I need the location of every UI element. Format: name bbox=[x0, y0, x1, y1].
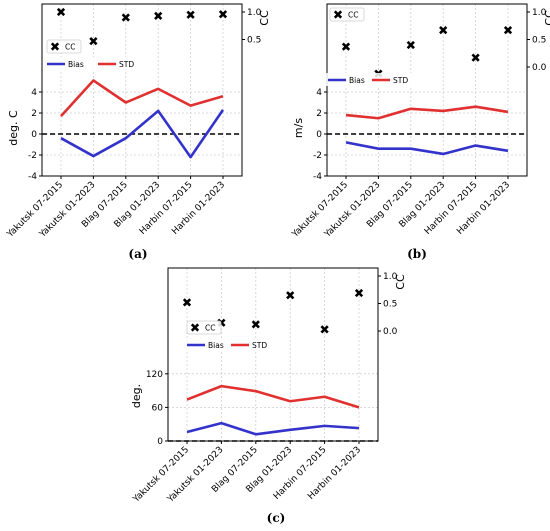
cc-marker bbox=[182, 298, 192, 307]
cc-marker bbox=[154, 11, 163, 20]
legend-cc-box bbox=[186, 320, 222, 335]
series-line-std bbox=[60, 79, 224, 118]
cc-marker bbox=[218, 10, 228, 19]
legend-cc-icon bbox=[333, 10, 343, 19]
panel-label: (c) bbox=[267, 511, 286, 525]
y-tick-label: 2 bbox=[316, 109, 322, 119]
panel-label: (b) bbox=[407, 247, 427, 261]
legend-cc-label: CC bbox=[348, 11, 358, 20]
legend-cc-box bbox=[329, 7, 365, 22]
cc-marker bbox=[56, 7, 66, 17]
legend-cc-icon bbox=[190, 323, 200, 332]
x-tick-label: Yakutsk 07-2015 bbox=[290, 180, 350, 240]
panel-label: (a) bbox=[128, 247, 147, 261]
y2-tick-label: 1.0 bbox=[247, 8, 262, 18]
x-tick-label: Yakutsk 01-2023 bbox=[322, 180, 382, 240]
cc-marker bbox=[439, 26, 448, 35]
cc-marker bbox=[286, 291, 295, 300]
y2-tick-label: 1.0 bbox=[383, 272, 398, 282]
legend-cc-label: CC bbox=[65, 43, 75, 52]
cc-marker bbox=[471, 53, 480, 62]
series-line-std bbox=[345, 105, 509, 120]
y-tick-label: 4 bbox=[316, 88, 322, 98]
cc-marker bbox=[89, 37, 98, 46]
y-tick-label: 4 bbox=[31, 88, 37, 98]
y2-tick-label: 0.5 bbox=[247, 36, 261, 46]
y2-tick-label: 0.5 bbox=[383, 300, 397, 310]
legend-std-label: STD bbox=[252, 341, 267, 350]
chart-panel-2: -4 -2 0 2 4 0.0 0.5 1.0 m/s CC Yakutsk 07-2015Yaku… bbox=[290, 3, 550, 261]
legend-box bbox=[325, 73, 413, 86]
y-tick-label: -2 bbox=[313, 151, 322, 161]
y-tick-label: 0 bbox=[157, 437, 163, 447]
y-tick-label: 120 bbox=[146, 370, 163, 380]
y-axis-label: deg. C bbox=[7, 110, 20, 146]
cc-marker bbox=[320, 325, 329, 334]
x-tick-label: Yakutsk 01-2023 bbox=[37, 180, 97, 240]
y2-tick-label: 0.0 bbox=[532, 63, 547, 73]
y2-tick-label: 0.5 bbox=[532, 36, 546, 46]
y-tick-label: -4 bbox=[28, 172, 37, 182]
legend-box bbox=[184, 338, 272, 351]
x-tick-label: Yakutsk 07-2015 bbox=[5, 180, 65, 240]
series-line-bias bbox=[345, 141, 509, 156]
cc-marker bbox=[121, 13, 130, 22]
legend-bias-label: Bias bbox=[349, 76, 365, 85]
y-tick-label: 0 bbox=[31, 130, 37, 140]
legend-cc-label: CC bbox=[205, 324, 215, 333]
y2-tick-label: 0.0 bbox=[383, 327, 398, 337]
plot-frame bbox=[41, 3, 243, 177]
legend-cc-icon bbox=[50, 42, 60, 51]
y-axis-label: m/s bbox=[292, 118, 305, 138]
y-tick-label: 2 bbox=[31, 109, 37, 119]
y-tick-label: -2 bbox=[28, 151, 37, 161]
cc-marker bbox=[354, 288, 364, 298]
x-tick-label: Yakutsk 07-2015 bbox=[131, 445, 191, 505]
y-tick-label: 60 bbox=[152, 403, 164, 413]
legend-bias-label: Bias bbox=[68, 60, 84, 69]
y2-axis-label: CC bbox=[258, 10, 271, 26]
chart-panel-1: -4 -2 0 2 4 0.5 1.0 deg. C CC Yakutsk 07-2015Yaku… bbox=[5, 3, 271, 261]
legend-bias-label: Bias bbox=[208, 341, 224, 350]
legend-std-label: STD bbox=[393, 76, 408, 85]
series-line-std bbox=[186, 384, 360, 409]
y-tick-label: -4 bbox=[313, 172, 322, 182]
y2-axis-label: CC bbox=[394, 274, 407, 290]
series-line-bias bbox=[186, 421, 360, 436]
plot-frame bbox=[167, 267, 379, 442]
cc-marker bbox=[186, 10, 195, 19]
y-axis-label: deg. bbox=[130, 384, 143, 408]
y2-tick-label: 1.0 bbox=[532, 8, 547, 18]
legend-box bbox=[44, 57, 146, 70]
series-line-bias bbox=[60, 109, 225, 159]
y2-axis-label: CC bbox=[543, 10, 550, 26]
y-tick-label: 0 bbox=[316, 130, 322, 140]
legend-cc-box bbox=[46, 39, 82, 54]
cc-marker bbox=[341, 42, 351, 51]
plot-frame bbox=[326, 3, 528, 177]
legend-std-label: STD bbox=[119, 60, 134, 69]
cc-marker bbox=[251, 320, 260, 329]
cc-marker bbox=[503, 26, 513, 35]
cc-marker bbox=[406, 40, 415, 50]
